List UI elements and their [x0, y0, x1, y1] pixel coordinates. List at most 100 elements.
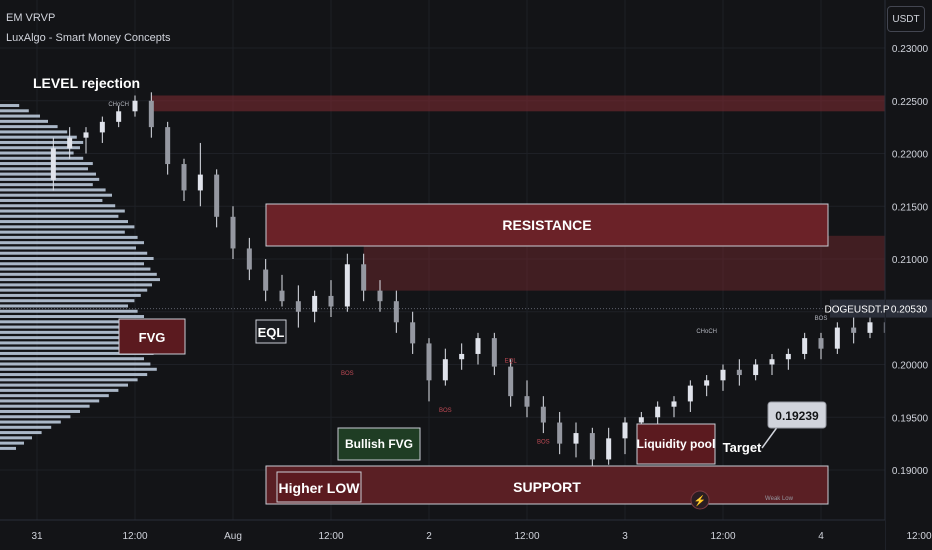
- candle-body: [361, 264, 367, 291]
- volume-profile-bar: [0, 367, 157, 371]
- y-tick-label: 0.20000: [892, 361, 929, 372]
- x-tick-label: 4: [818, 531, 824, 542]
- y-tick-label: 0.22500: [892, 97, 929, 108]
- y-tick-label: 0.19000: [892, 466, 929, 477]
- volume-profile-bar: [0, 241, 144, 245]
- volume-profile-bar: [0, 399, 100, 403]
- volume-profile-bar: [0, 446, 16, 450]
- candle-body: [246, 248, 252, 270]
- volume-profile-bar: [0, 278, 160, 282]
- volume-profile-bar: [0, 193, 112, 197]
- volume-profile-bar: [0, 288, 148, 292]
- candle-body: [99, 121, 105, 133]
- volume-profile-bar: [0, 336, 135, 340]
- x-tick-label: 3: [622, 531, 628, 542]
- volume-profile-bar: [0, 140, 84, 144]
- volume-profile-bar: [0, 146, 80, 150]
- x-tick-label: 12:00: [906, 531, 931, 542]
- volume-profile-bar: [0, 409, 80, 413]
- candle-body: [50, 148, 56, 180]
- candle-body: [589, 433, 595, 460]
- candle-body: [851, 327, 857, 333]
- volume-profile-bar: [0, 415, 71, 419]
- liquidity-pool-box: [636, 423, 716, 465]
- weak-low-label: Weak Low: [765, 496, 794, 502]
- x-tick-label: 12:00: [514, 531, 539, 542]
- volume-profile-bar: [0, 330, 128, 334]
- bullish-fvg-label: Bullish FVG: [345, 437, 413, 451]
- candle-body: [295, 301, 301, 312]
- candle-body: [148, 100, 154, 128]
- structure-label: CHoCH: [108, 102, 129, 108]
- volume-profile-bar: [0, 351, 154, 355]
- volume-profile-bar: [0, 420, 61, 424]
- candle-body: [344, 264, 350, 307]
- candle-body: [312, 295, 318, 312]
- candle-body: [524, 396, 530, 407]
- eql-box: [255, 319, 287, 344]
- candle-body: [573, 433, 579, 444]
- candle-body: [753, 364, 759, 376]
- volume-profile-bar: [0, 125, 58, 129]
- currency-button[interactable]: USDT: [887, 6, 925, 32]
- volume-profile-bar: [0, 388, 119, 392]
- volume-profile-bar: [0, 246, 136, 250]
- candle-body: [508, 366, 514, 397]
- volume-profile-bar: [0, 362, 151, 366]
- volume-profile-bar: [0, 235, 138, 239]
- candle-body: [393, 301, 399, 323]
- x-tick-label: 31: [31, 531, 43, 542]
- candle-body: [622, 422, 628, 439]
- structure-label: BOS: [439, 408, 452, 414]
- symbol-box: [830, 299, 885, 318]
- volume-profile-bar: [0, 267, 151, 271]
- volume-profile-bar: [0, 251, 148, 255]
- volume-profile-bar: [0, 188, 106, 192]
- volume-profile-bar: [0, 394, 109, 398]
- volume-profile-bar: [0, 262, 144, 266]
- volume-profile-bar: [0, 325, 122, 329]
- structure-label: EQL: [505, 358, 518, 364]
- volume-profile-bar: [0, 431, 42, 435]
- structure-label: BOS: [815, 316, 828, 322]
- candle-body: [867, 322, 873, 333]
- flash-icon: [690, 490, 710, 510]
- time-axis-bg: [0, 520, 885, 550]
- volume-profile-bar: [0, 378, 138, 382]
- x-tick-label: 12:00: [710, 531, 735, 542]
- indicator-luxalgo-smc[interactable]: LuxAlgo - Smart Money Concepts: [6, 32, 171, 44]
- candle-body: [377, 290, 383, 302]
- volume-profile-bar: [0, 204, 116, 208]
- indicator-em-vrvp[interactable]: EM VRVP: [6, 12, 56, 24]
- volume-profile-bar: [0, 425, 52, 429]
- fvg-box: [118, 318, 186, 355]
- volume-profile-bar: [0, 293, 141, 297]
- volume-profile-bar: [0, 346, 148, 350]
- candle-body: [834, 327, 840, 349]
- higher-low-label: Higher LOW: [279, 480, 361, 496]
- candle-body: [475, 338, 481, 354]
- higher-low-box: [276, 471, 362, 503]
- y-tick-label: 0.19500: [892, 413, 929, 424]
- last-price-label: 0.20530: [891, 305, 928, 316]
- flash-icon-glyph: ⚡: [694, 494, 706, 507]
- liquidity-pool-label: Liquidity pool: [637, 437, 716, 451]
- candle-body: [132, 100, 138, 112]
- y-tick-label: 0.23000: [892, 44, 929, 55]
- y-tick-label: 0.22000: [892, 150, 929, 161]
- candle-body: [802, 338, 808, 354]
- y-tick-label: 0.21500: [892, 202, 929, 213]
- volume-profile-bar: [0, 320, 132, 324]
- candle-body: [459, 353, 465, 360]
- volume-profile-bar: [0, 225, 135, 229]
- volume-profile-bar: [0, 272, 157, 276]
- x-tick-label: 12:00: [122, 531, 147, 542]
- volume-profile-bar: [0, 109, 29, 113]
- volume-profile-bar: [0, 373, 148, 377]
- candle-body: [67, 137, 73, 149]
- candle-body: [818, 338, 824, 349]
- target-price-label: 0.19239: [775, 409, 819, 423]
- candle-body: [328, 295, 334, 307]
- x-tick-label: Aug: [224, 531, 242, 542]
